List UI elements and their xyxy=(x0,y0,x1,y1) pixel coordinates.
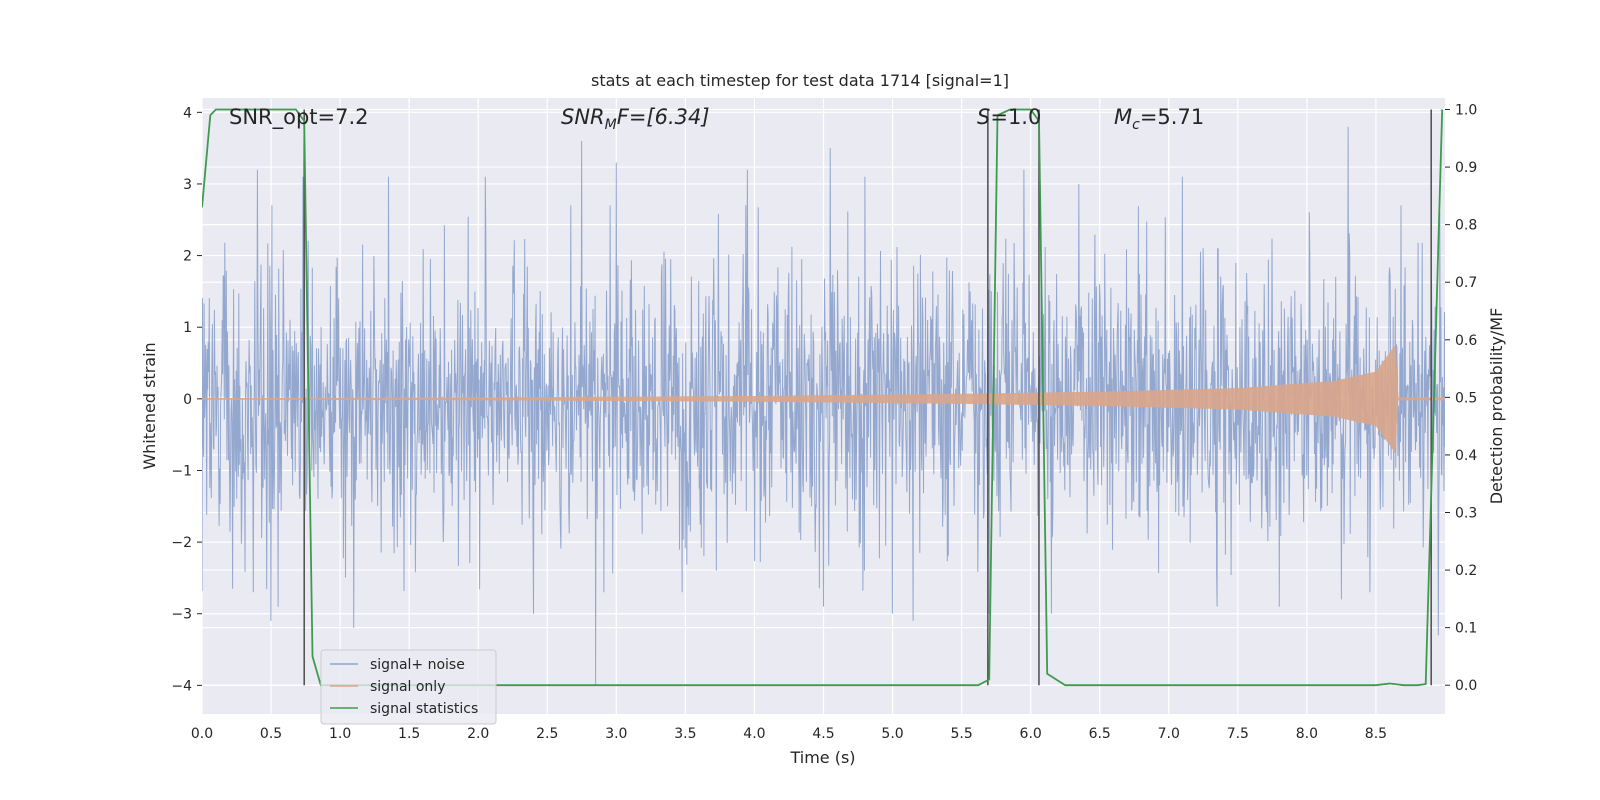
y-tick-label: 3 xyxy=(183,177,192,193)
x-tick-label: 8.5 xyxy=(1365,726,1387,742)
legend-label-signal-statistics: signal statistics xyxy=(370,701,478,717)
y-tick-label: −2 xyxy=(171,535,192,551)
x-tick-label: 3.5 xyxy=(674,726,696,742)
x-tick-label: 4.5 xyxy=(812,726,834,742)
legend-label-signal-noise: signal+ noise xyxy=(370,657,465,673)
x-tick-label: 0.0 xyxy=(191,726,213,742)
series-signal-only xyxy=(202,345,1445,453)
x-tick-label: 1.5 xyxy=(398,726,420,742)
chart-title: stats at each timestep for test data 171… xyxy=(591,71,1009,90)
legend-label-signal-only: signal only xyxy=(370,679,445,695)
x-tick-label: 6.0 xyxy=(1020,726,1042,742)
y-tick-label: 4 xyxy=(183,105,192,121)
y2-tick-label: 0.3 xyxy=(1455,506,1477,522)
y-tick-label: −3 xyxy=(171,607,192,623)
x-tick-label: 6.5 xyxy=(1089,726,1111,742)
y2-axis-label: Detection probability/MF xyxy=(1487,308,1506,505)
x-tick-label: 8.0 xyxy=(1296,726,1318,742)
annotation-snr-opt: SNR_opt=7.2 xyxy=(229,105,369,130)
y-axis-label: Whitened strain xyxy=(140,342,159,469)
x-axis-label: Time (s) xyxy=(789,748,855,767)
y-tick-label: −1 xyxy=(171,463,192,479)
vertical-markers xyxy=(303,109,1432,686)
series-signal-statistics xyxy=(202,108,1444,687)
y2-tick-label: 0.1 xyxy=(1455,621,1477,637)
legend: signal+ noise signal only signal statist… xyxy=(320,649,497,725)
x-tick-label: 3.0 xyxy=(605,726,627,742)
annotation-mc-rest: =5.71 xyxy=(1140,105,1204,129)
y-tick-label: 2 xyxy=(183,249,192,265)
annotation-snr-mf: SNRMF=[6.34] xyxy=(561,105,710,133)
y2-tick-label: 0.9 xyxy=(1455,160,1477,176)
signal-noise-line xyxy=(202,126,1445,686)
y2-tick-label: 0.8 xyxy=(1455,218,1477,234)
annotation-s-base: S xyxy=(977,105,990,129)
x-tick-label: 0.5 xyxy=(260,726,282,742)
signal-only-line xyxy=(202,345,1445,453)
y2-tick-label: 0.6 xyxy=(1455,333,1477,349)
series-signal-noise xyxy=(202,126,1445,686)
legend-box xyxy=(320,649,497,725)
annotation-snr-mf-rest: F=[6.34] xyxy=(617,105,710,129)
y-tick-label: 0 xyxy=(183,392,192,408)
y2-tick-label: 0.0 xyxy=(1455,678,1477,694)
y2-tick-label: 0.2 xyxy=(1455,563,1477,579)
x-tick-label: 5.0 xyxy=(881,726,903,742)
x-tick-label: 1.0 xyxy=(329,726,351,742)
annotation-s: S=1.0 xyxy=(977,105,1041,129)
y2-tick-label: 1.0 xyxy=(1455,103,1477,119)
annotation-snr-mf-base: SNR xyxy=(561,105,605,129)
x-tick-label: 4.0 xyxy=(743,726,765,742)
y-axis-ticks: −4 −3 −2 −1 0 1 2 3 4 xyxy=(171,105,202,694)
x-axis-ticks: 0.0 0.5 1.0 1.5 2.0 2.5 3.0 3.5 4.0 4.5 5.0 5.5 6.0 6… xyxy=(191,726,1387,742)
x-tick-label: 7.0 xyxy=(1158,726,1180,742)
annotation-s-rest: =1.0 xyxy=(990,105,1041,129)
y2-tick-label: 0.5 xyxy=(1455,390,1477,406)
x-tick-label: 2.5 xyxy=(536,726,558,742)
x-tick-label: 7.5 xyxy=(1227,726,1249,742)
x-tick-label: 5.5 xyxy=(950,726,972,742)
annotation-snr-mf-sub: M xyxy=(605,117,617,133)
annotation-mc-base: M xyxy=(1114,105,1132,129)
y-tick-label: −4 xyxy=(171,678,192,694)
y2-tick-label: 0.4 xyxy=(1455,448,1477,464)
y2-axis-ticks: 0.0 0.1 0.2 0.3 0.4 0.5 0.6 0.7 0.8 0.9 1.0 xyxy=(1445,103,1477,694)
annotation-mc: Mc=5.71 xyxy=(1114,105,1204,133)
signal-statistics-line xyxy=(202,108,1444,687)
y-tick-label: 1 xyxy=(183,320,192,336)
annotation-mc-sub: c xyxy=(1132,117,1140,133)
x-tick-label: 2.0 xyxy=(467,726,489,742)
y2-tick-label: 0.7 xyxy=(1455,275,1477,291)
